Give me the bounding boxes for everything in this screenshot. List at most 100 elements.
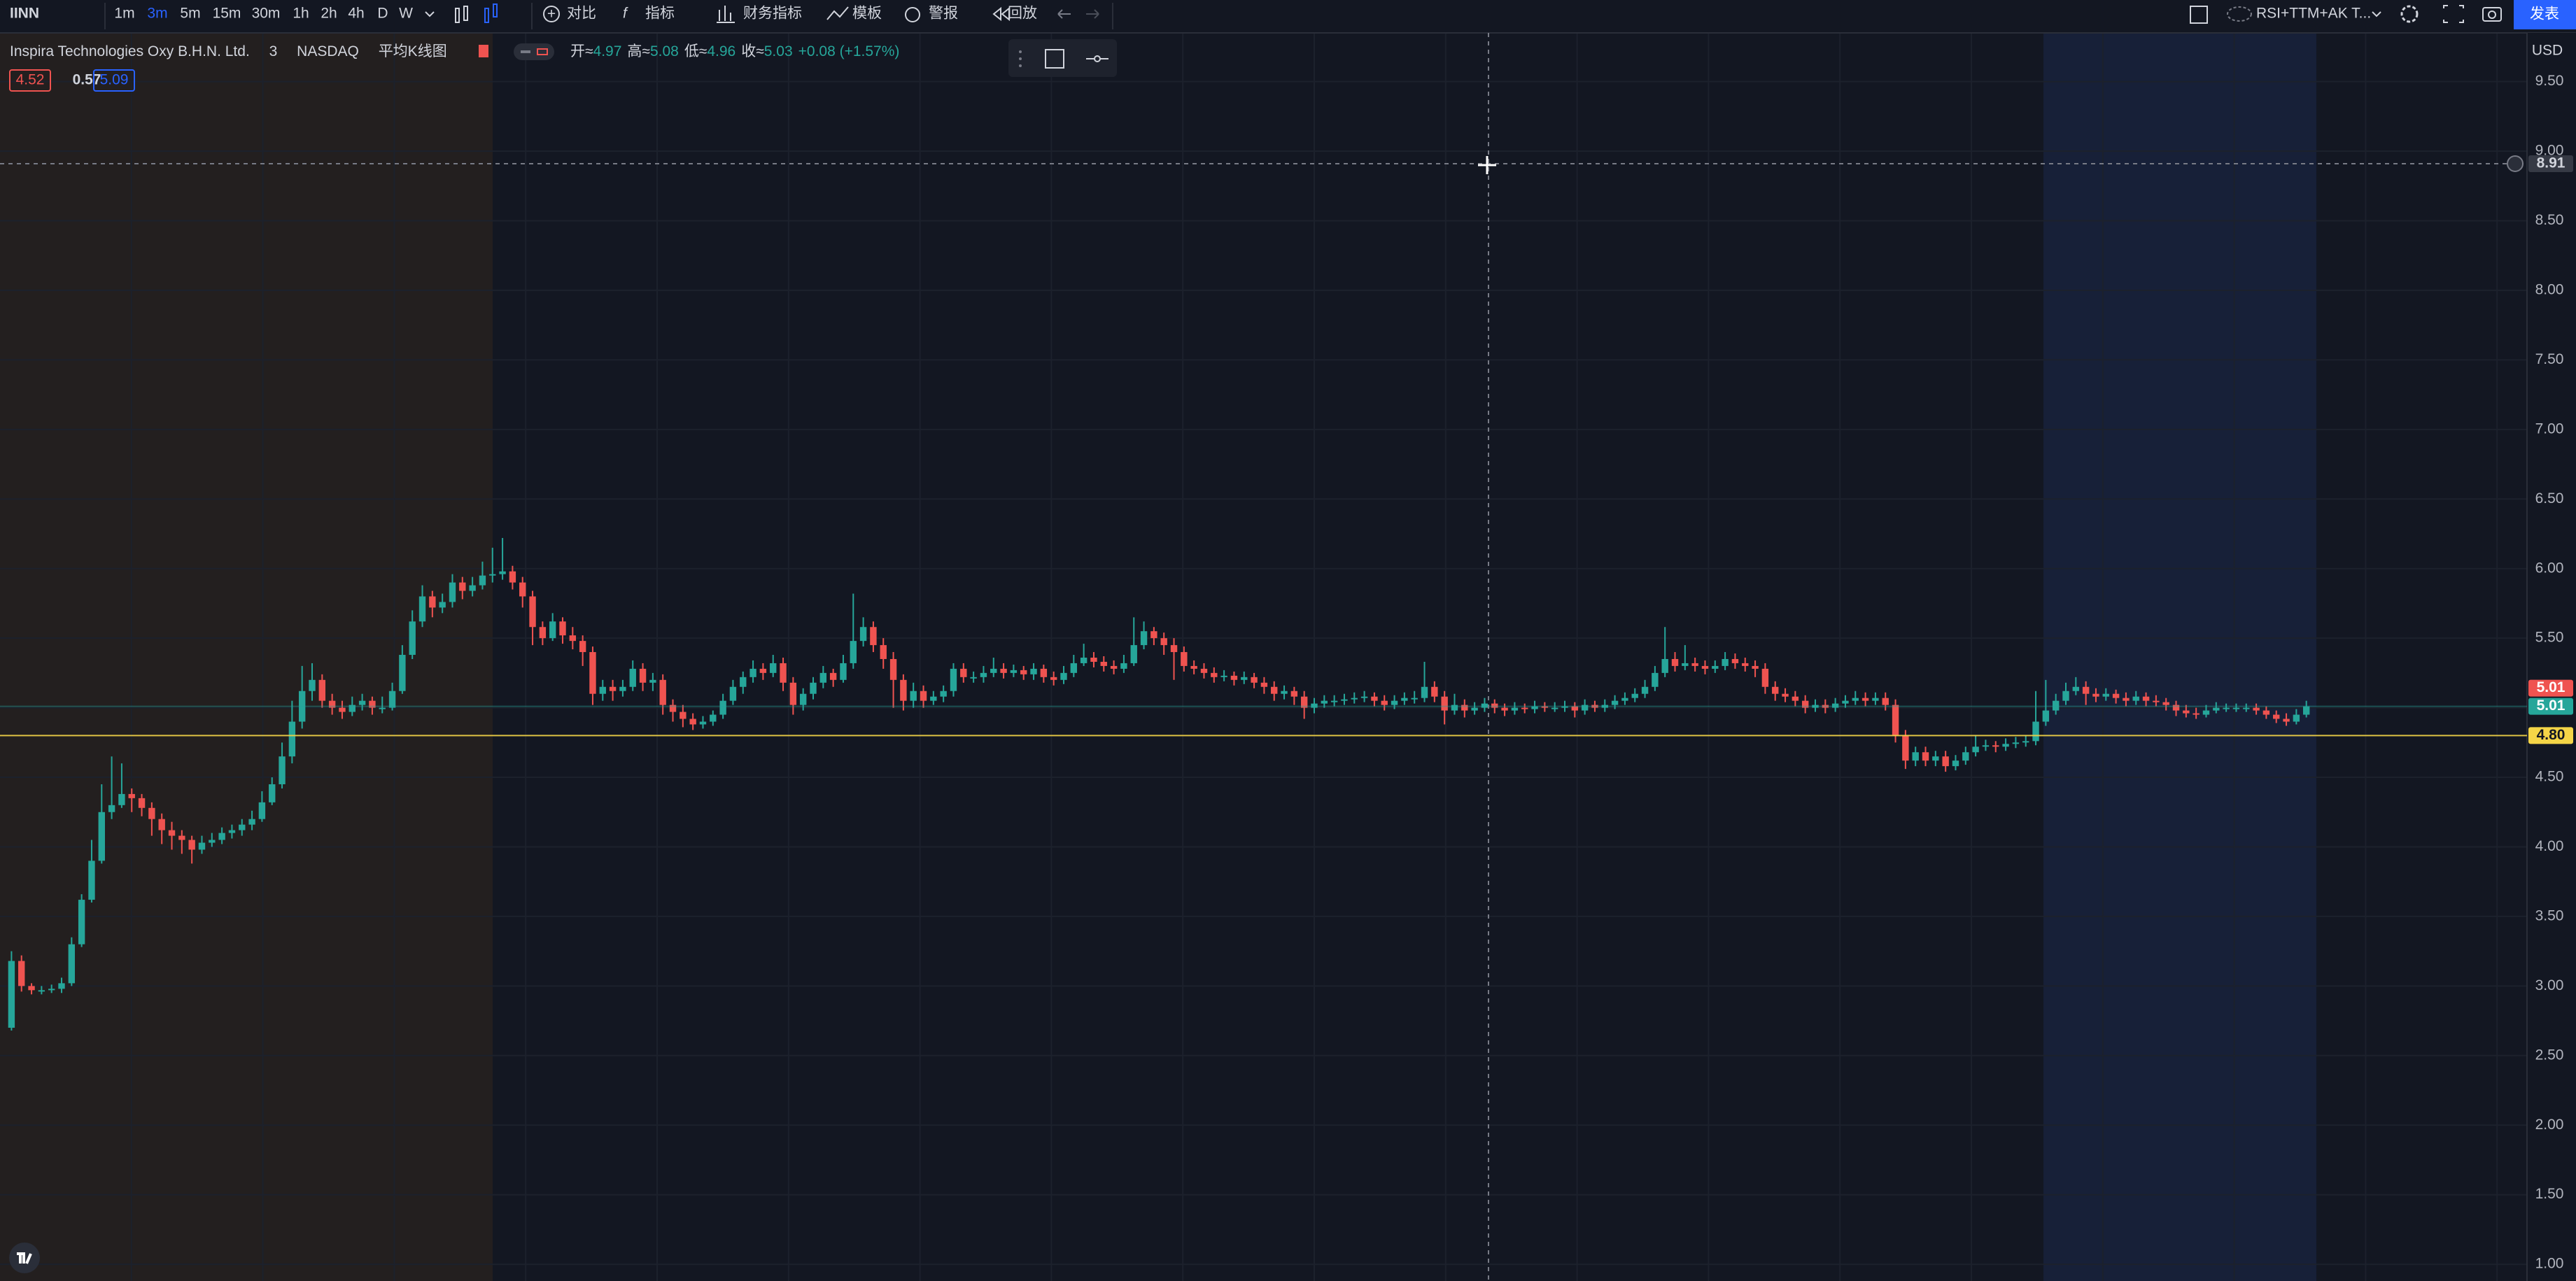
candle-body xyxy=(459,582,466,591)
candle-body xyxy=(198,842,206,850)
y-tick-label: 2.50 xyxy=(2535,1047,2564,1063)
crosshair-label-box xyxy=(2528,155,2573,172)
candle-body xyxy=(2012,742,2020,744)
dropdown-icon[interactable] xyxy=(2372,11,2381,17)
symbol[interactable]: IINN xyxy=(10,6,39,22)
candle-body xyxy=(28,986,35,991)
crosshair-cursor xyxy=(1478,155,1496,174)
candle-body xyxy=(549,621,556,639)
y-tick-label: 4.00 xyxy=(2535,838,2564,854)
interval-button[interactable]: 1m xyxy=(114,6,134,22)
candle-body xyxy=(309,679,316,691)
candle-body xyxy=(799,693,807,705)
candle-body xyxy=(1571,706,1579,711)
candle-body xyxy=(1831,703,1839,708)
interval-button[interactable]: 5m xyxy=(180,6,200,22)
publish-label[interactable]: 发表 xyxy=(2530,6,2559,22)
snapshot-icon[interactable] xyxy=(2482,7,2502,22)
indicator-icon: f xyxy=(623,6,628,22)
undo-icon[interactable] xyxy=(1057,9,1071,19)
toggle[interactable] xyxy=(514,43,554,60)
price-label-box xyxy=(2528,727,2573,744)
interval-button[interactable]: D xyxy=(377,6,388,22)
toolbar-button[interactable]: 指标 xyxy=(645,6,675,22)
candle-body xyxy=(2112,693,2120,698)
layout-name[interactable]: RSI+TTM+AK T... xyxy=(2256,6,2371,22)
ohlc-label: 低≈ xyxy=(684,43,708,59)
y-tick-label: 9.00 xyxy=(2535,143,2564,159)
cloud-icon xyxy=(2227,6,2252,22)
toolbar-button[interactable]: 财务指标 xyxy=(743,6,802,22)
candle-body xyxy=(639,668,647,683)
interval-button[interactable]: 15m xyxy=(213,6,241,22)
candle-body xyxy=(2302,706,2310,715)
candle-body xyxy=(358,700,366,705)
icon xyxy=(455,8,460,23)
toolbar-button[interactable]: 回放 xyxy=(1008,6,1037,22)
publish-button[interactable] xyxy=(2514,0,2576,29)
candle-body xyxy=(1892,705,1899,736)
candle-body xyxy=(158,819,165,830)
candle-body xyxy=(1351,698,1358,700)
candle-body xyxy=(1230,675,1238,680)
candle-body xyxy=(388,691,396,708)
y-tick-label: 6.50 xyxy=(2535,490,2564,507)
dropdown-icon[interactable] xyxy=(425,11,435,17)
indicator-value: 0.57 xyxy=(73,72,101,88)
interval-button[interactable]: 3m xyxy=(147,6,167,22)
interval-button[interactable]: 30m xyxy=(252,6,281,22)
candle-body xyxy=(1461,705,1468,711)
select-tool[interactable] xyxy=(1045,49,1064,69)
candle-body xyxy=(449,582,456,602)
candle-body xyxy=(328,700,336,708)
candle-body xyxy=(1281,691,1288,694)
candle-body xyxy=(780,663,787,683)
candle-body xyxy=(1140,631,1148,646)
candle-body xyxy=(1200,668,1208,673)
candle-body xyxy=(279,756,286,784)
toolbar-button[interactable]: 模板 xyxy=(852,6,882,22)
chart-type-button[interactable] xyxy=(455,3,498,23)
interval-button[interactable]: 2h xyxy=(321,6,337,22)
toolbar-button[interactable]: 警报 xyxy=(929,6,958,22)
candle-body xyxy=(2062,691,2069,701)
candle-body xyxy=(1090,657,1097,662)
candle-body xyxy=(900,679,907,701)
add-alert-button[interactable] xyxy=(2507,155,2524,172)
y-axis: 1.001.502.002.503.003.504.004.505.005.50… xyxy=(2535,73,2564,1272)
candle-body xyxy=(539,627,547,639)
interval-button[interactable]: W xyxy=(399,6,413,22)
candle-body xyxy=(719,700,726,715)
ohlc-value: 4.97 xyxy=(593,43,622,59)
candle-body xyxy=(819,672,827,683)
price-axis xyxy=(2527,33,2576,1281)
ohlc-label: 收≈ xyxy=(741,43,764,59)
candle-body xyxy=(399,655,406,691)
candle-body xyxy=(18,961,25,986)
candle-body xyxy=(258,802,266,819)
candle-body xyxy=(680,712,687,719)
interval-button[interactable]: 1h xyxy=(293,6,309,22)
candle-body xyxy=(318,679,326,701)
candle-body xyxy=(1341,699,1348,701)
candle-body xyxy=(479,575,486,586)
candle-body xyxy=(118,793,125,805)
candle-body xyxy=(429,596,436,608)
candle-body xyxy=(1100,661,1107,666)
currency[interactable]: USD xyxy=(2532,43,2563,59)
candle-body xyxy=(770,663,777,673)
candle-body xyxy=(1271,686,1278,694)
settings-icon[interactable] xyxy=(2400,5,2419,23)
layout-icon[interactable] xyxy=(2190,6,2208,24)
toolbar-button[interactable]: 对比 xyxy=(567,6,596,22)
candle-body xyxy=(970,677,977,679)
interval-button[interactable]: 4h xyxy=(348,6,364,22)
candle-body xyxy=(349,705,356,712)
fullscreen-icon[interactable] xyxy=(2443,5,2464,23)
candle-body xyxy=(629,668,636,687)
candle-body xyxy=(1020,670,1027,674)
candle-body xyxy=(1501,707,1508,711)
redo-icon[interactable] xyxy=(1086,9,1099,19)
legend: Inspira Technologies Oxy B.H.N. Ltd. 3 N… xyxy=(10,43,447,59)
